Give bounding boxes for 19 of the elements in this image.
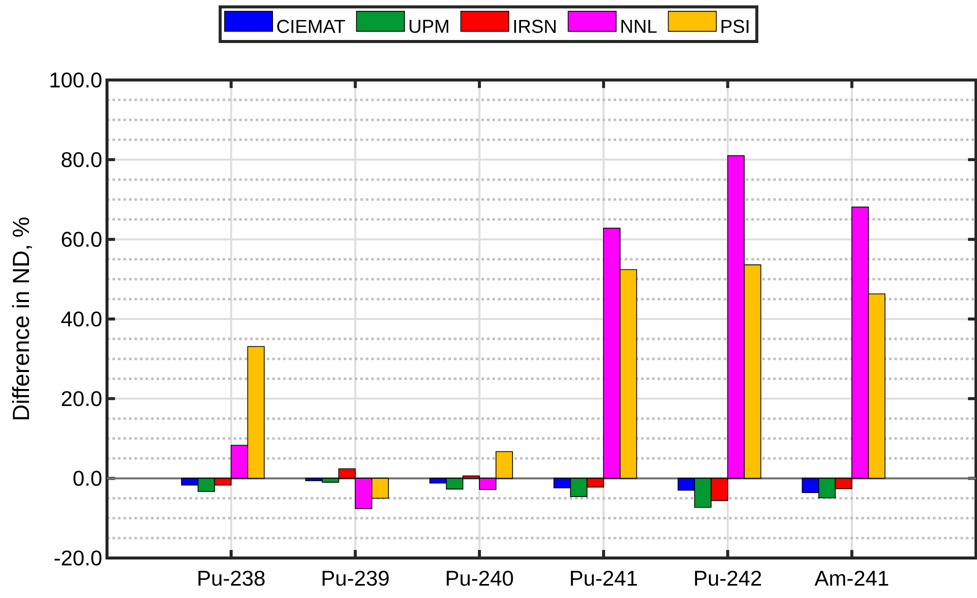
y-tick-label: 100.0 [50,72,102,88]
y-tick-label: 20.0 [62,391,102,406]
x-tick-label: Pu-240 [446,570,513,586]
y-tick-label: 40.0 [61,311,102,327]
x-tick-label: Pu-241 [570,570,637,586]
x-tick-label: Am-241 [814,570,888,586]
y-tick-label: 80.0 [62,152,102,168]
legend-label: CIEMAT [277,20,346,34]
y-tick-label: -20.0 [54,550,102,566]
legend-label: PSI [722,20,748,34]
legend-label: UPM [410,20,448,33]
y-axis-title: Difference in ND, % [12,218,32,420]
x-tick-label: Pu-242 [695,570,762,586]
y-tick-label: 0.0 [73,470,102,486]
legend-label: NNL [621,20,657,33]
legend-label: IRSN [514,20,556,34]
x-tick-label: Pu-238 [198,570,265,586]
x-tick-label: Pu-239 [322,570,389,586]
y-tick-label: 60.0 [62,232,102,247]
